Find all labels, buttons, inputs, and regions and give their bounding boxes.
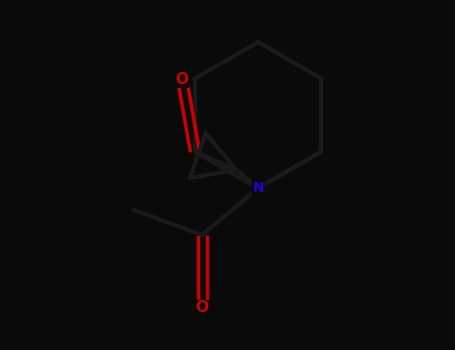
Text: O: O (196, 301, 209, 315)
Text: O: O (176, 72, 189, 87)
Text: N: N (253, 181, 264, 195)
